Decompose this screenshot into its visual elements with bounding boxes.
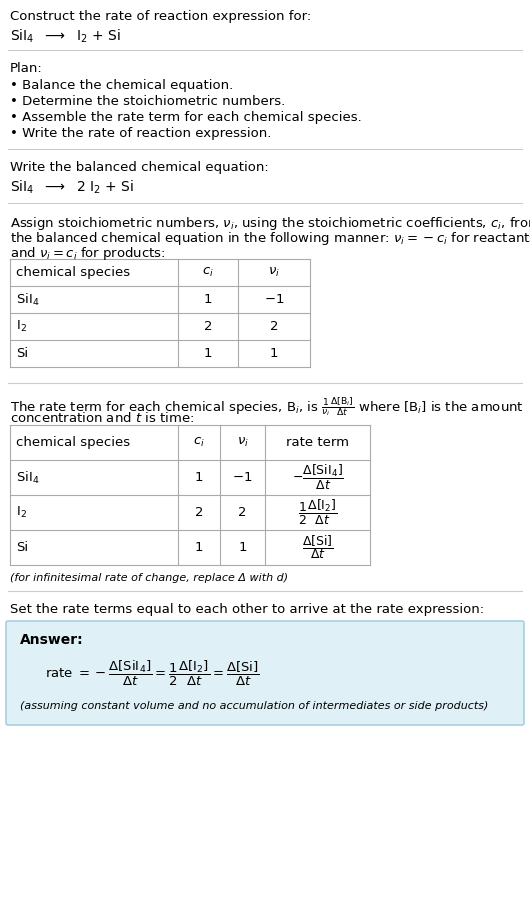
Text: • Write the rate of reaction expression.: • Write the rate of reaction expression.	[10, 127, 271, 140]
Text: $\nu_i$: $\nu_i$	[268, 266, 280, 279]
Text: Si: Si	[16, 347, 28, 360]
Text: $\dfrac{\Delta[\mathrm{Si}]}{\Delta t}$: $\dfrac{\Delta[\mathrm{Si}]}{\Delta t}$	[302, 533, 333, 561]
Text: Construct the rate of reaction expression for:: Construct the rate of reaction expressio…	[10, 10, 311, 23]
Text: rate $= -\dfrac{\Delta[\mathrm{SiI_4}]}{\Delta t} = \dfrac{1}{2}\dfrac{\Delta[\m: rate $= -\dfrac{\Delta[\mathrm{SiI_4}]}{…	[45, 659, 260, 688]
Text: $-1$: $-1$	[232, 471, 253, 484]
Text: SiI$_4$  $\longrightarrow$  I$_2$ + Si: SiI$_4$ $\longrightarrow$ I$_2$ + Si	[10, 28, 121, 46]
Text: the balanced chemical equation in the following manner: $\nu_i = -c_i$ for react: the balanced chemical equation in the fo…	[10, 230, 530, 247]
Text: 1: 1	[195, 541, 203, 554]
Text: 2: 2	[195, 506, 203, 519]
Text: (for infinitesimal rate of change, replace Δ with d): (for infinitesimal rate of change, repla…	[10, 573, 288, 583]
Text: and $\nu_i = c_i$ for products:: and $\nu_i = c_i$ for products:	[10, 245, 165, 262]
Text: chemical species: chemical species	[16, 436, 130, 449]
Text: Set the rate terms equal to each other to arrive at the rate expression:: Set the rate terms equal to each other t…	[10, 603, 484, 616]
Text: SiI$_4$: SiI$_4$	[16, 291, 39, 308]
Text: Write the balanced chemical equation:: Write the balanced chemical equation:	[10, 161, 269, 174]
Text: 2: 2	[270, 320, 278, 333]
Text: SiI$_4$  $\longrightarrow$  2 I$_2$ + Si: SiI$_4$ $\longrightarrow$ 2 I$_2$ + Si	[10, 179, 134, 197]
Text: $\dfrac{1}{2}\dfrac{\Delta[\mathrm{I_2}]}{\Delta t}$: $\dfrac{1}{2}\dfrac{\Delta[\mathrm{I_2}]…	[298, 498, 337, 527]
Text: rate term: rate term	[286, 436, 349, 449]
Text: $c_i$: $c_i$	[202, 266, 214, 279]
Text: concentration and $t$ is time:: concentration and $t$ is time:	[10, 411, 194, 425]
Text: Assign stoichiometric numbers, $\nu_i$, using the stoichiometric coefficients, $: Assign stoichiometric numbers, $\nu_i$, …	[10, 215, 530, 232]
Text: • Assemble the rate term for each chemical species.: • Assemble the rate term for each chemic…	[10, 111, 362, 124]
Text: 1: 1	[270, 347, 278, 360]
Text: chemical species: chemical species	[16, 266, 130, 279]
Text: I$_2$: I$_2$	[16, 318, 27, 334]
Text: (assuming constant volume and no accumulation of intermediates or side products): (assuming constant volume and no accumul…	[20, 701, 488, 711]
Text: 1: 1	[204, 347, 212, 360]
Text: 2: 2	[238, 506, 247, 519]
Text: • Balance the chemical equation.: • Balance the chemical equation.	[10, 79, 233, 92]
FancyBboxPatch shape	[6, 621, 524, 725]
Text: Si: Si	[16, 541, 28, 554]
Text: $-1$: $-1$	[264, 293, 284, 306]
Text: 1: 1	[195, 471, 203, 484]
Text: $-\dfrac{\Delta[\mathrm{SiI_4}]}{\Delta t}$: $-\dfrac{\Delta[\mathrm{SiI_4}]}{\Delta …	[292, 463, 343, 492]
Text: I$_2$: I$_2$	[16, 505, 27, 520]
Text: $\nu_i$: $\nu_i$	[236, 436, 249, 449]
Text: SiI$_4$: SiI$_4$	[16, 470, 39, 486]
Text: $c_i$: $c_i$	[193, 436, 205, 449]
Text: The rate term for each chemical species, B$_i$, is $\frac{1}{\nu_i}\frac{\Delta[: The rate term for each chemical species,…	[10, 395, 524, 418]
Text: • Determine the stoichiometric numbers.: • Determine the stoichiometric numbers.	[10, 95, 285, 108]
Text: 2: 2	[204, 320, 212, 333]
Text: Answer:: Answer:	[20, 633, 84, 647]
Text: Plan:: Plan:	[10, 62, 43, 75]
Text: 1: 1	[238, 541, 247, 554]
Text: 1: 1	[204, 293, 212, 306]
